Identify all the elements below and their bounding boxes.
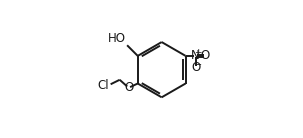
Text: O: O [200,49,210,62]
Text: O: O [191,61,200,74]
Text: Cl: Cl [98,79,109,92]
Text: O: O [124,81,133,94]
Text: HO: HO [108,32,126,45]
Text: +: + [194,48,202,57]
Text: N: N [191,49,200,62]
Text: −: − [194,60,202,70]
